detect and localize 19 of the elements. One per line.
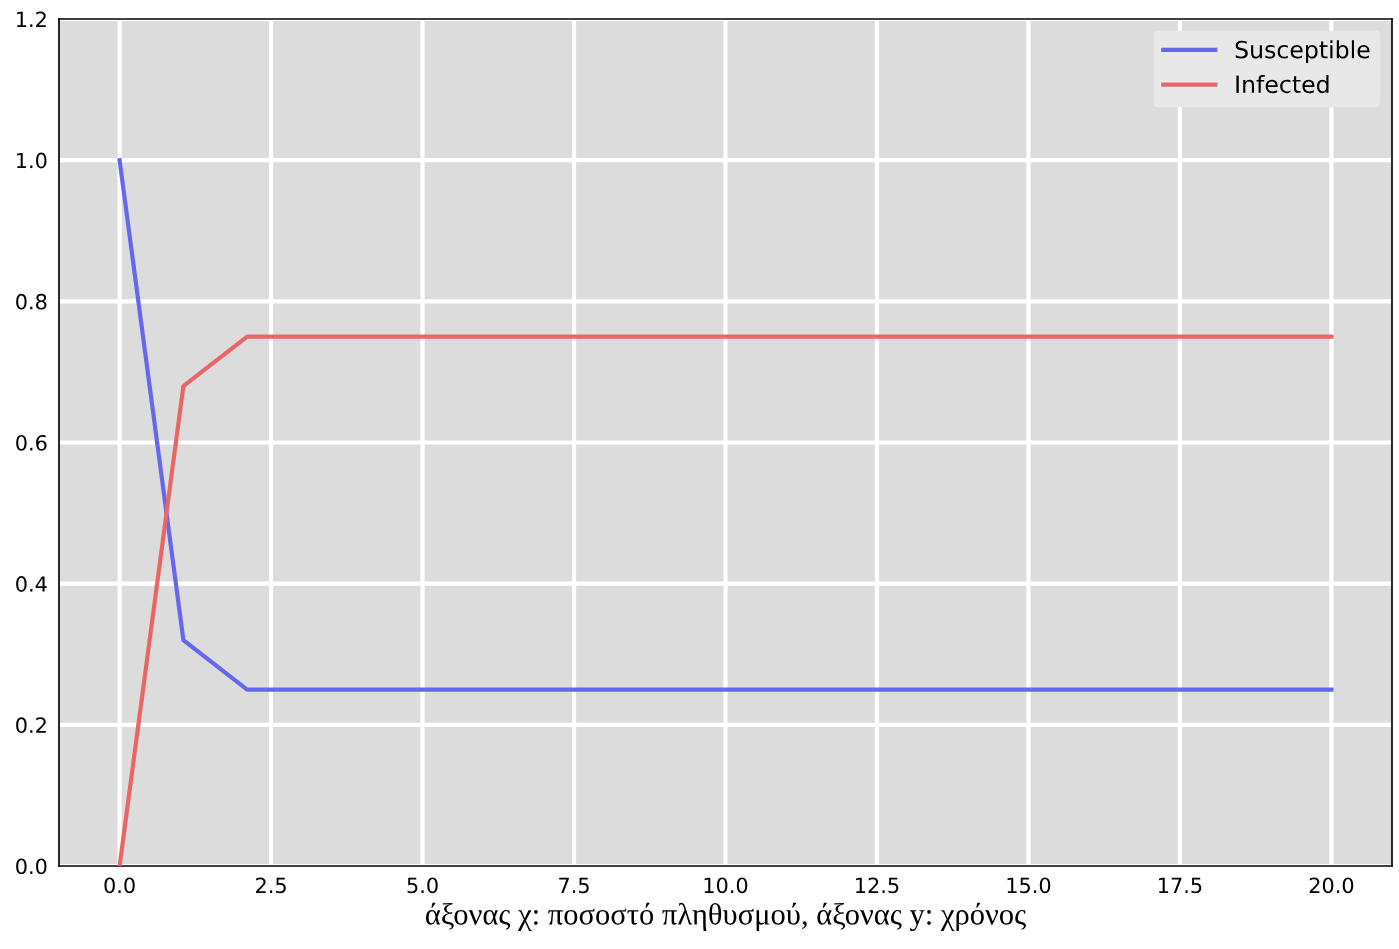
x-tick-label: 15.0: [1007, 877, 1051, 894]
x-tick-label: 5.0: [407, 877, 438, 894]
y-tick-label: 0.8: [16, 293, 47, 310]
x-tick-label: 2.5: [256, 877, 286, 894]
x-tick-label: 17.5: [1159, 877, 1202, 894]
x-tick-label: 20.0: [1309, 877, 1354, 894]
x-tick-label: 10.0: [704, 877, 748, 894]
y-tick-label: 0.6: [16, 434, 47, 451]
legend-label: Infected: [1236, 74, 1329, 94]
y-tick-label: 0.4: [16, 576, 47, 592]
x-tick-label: 0.0: [104, 877, 135, 894]
y-tick-label: 0.0: [16, 858, 47, 875]
legend-label: Susceptible: [1235, 40, 1370, 64]
x-tick-label: 12.5: [856, 877, 899, 894]
y-tick-label: 1.2: [17, 11, 46, 27]
x-axis-title: άξονας χ: ποσοστό πληθυσμού, άξονας y: χρόνος: [425, 902, 1026, 931]
y-tick-label: 1.0: [17, 152, 47, 169]
x-tick-label: 7.5: [559, 877, 589, 894]
y-tick-label: 0.2: [16, 717, 46, 734]
